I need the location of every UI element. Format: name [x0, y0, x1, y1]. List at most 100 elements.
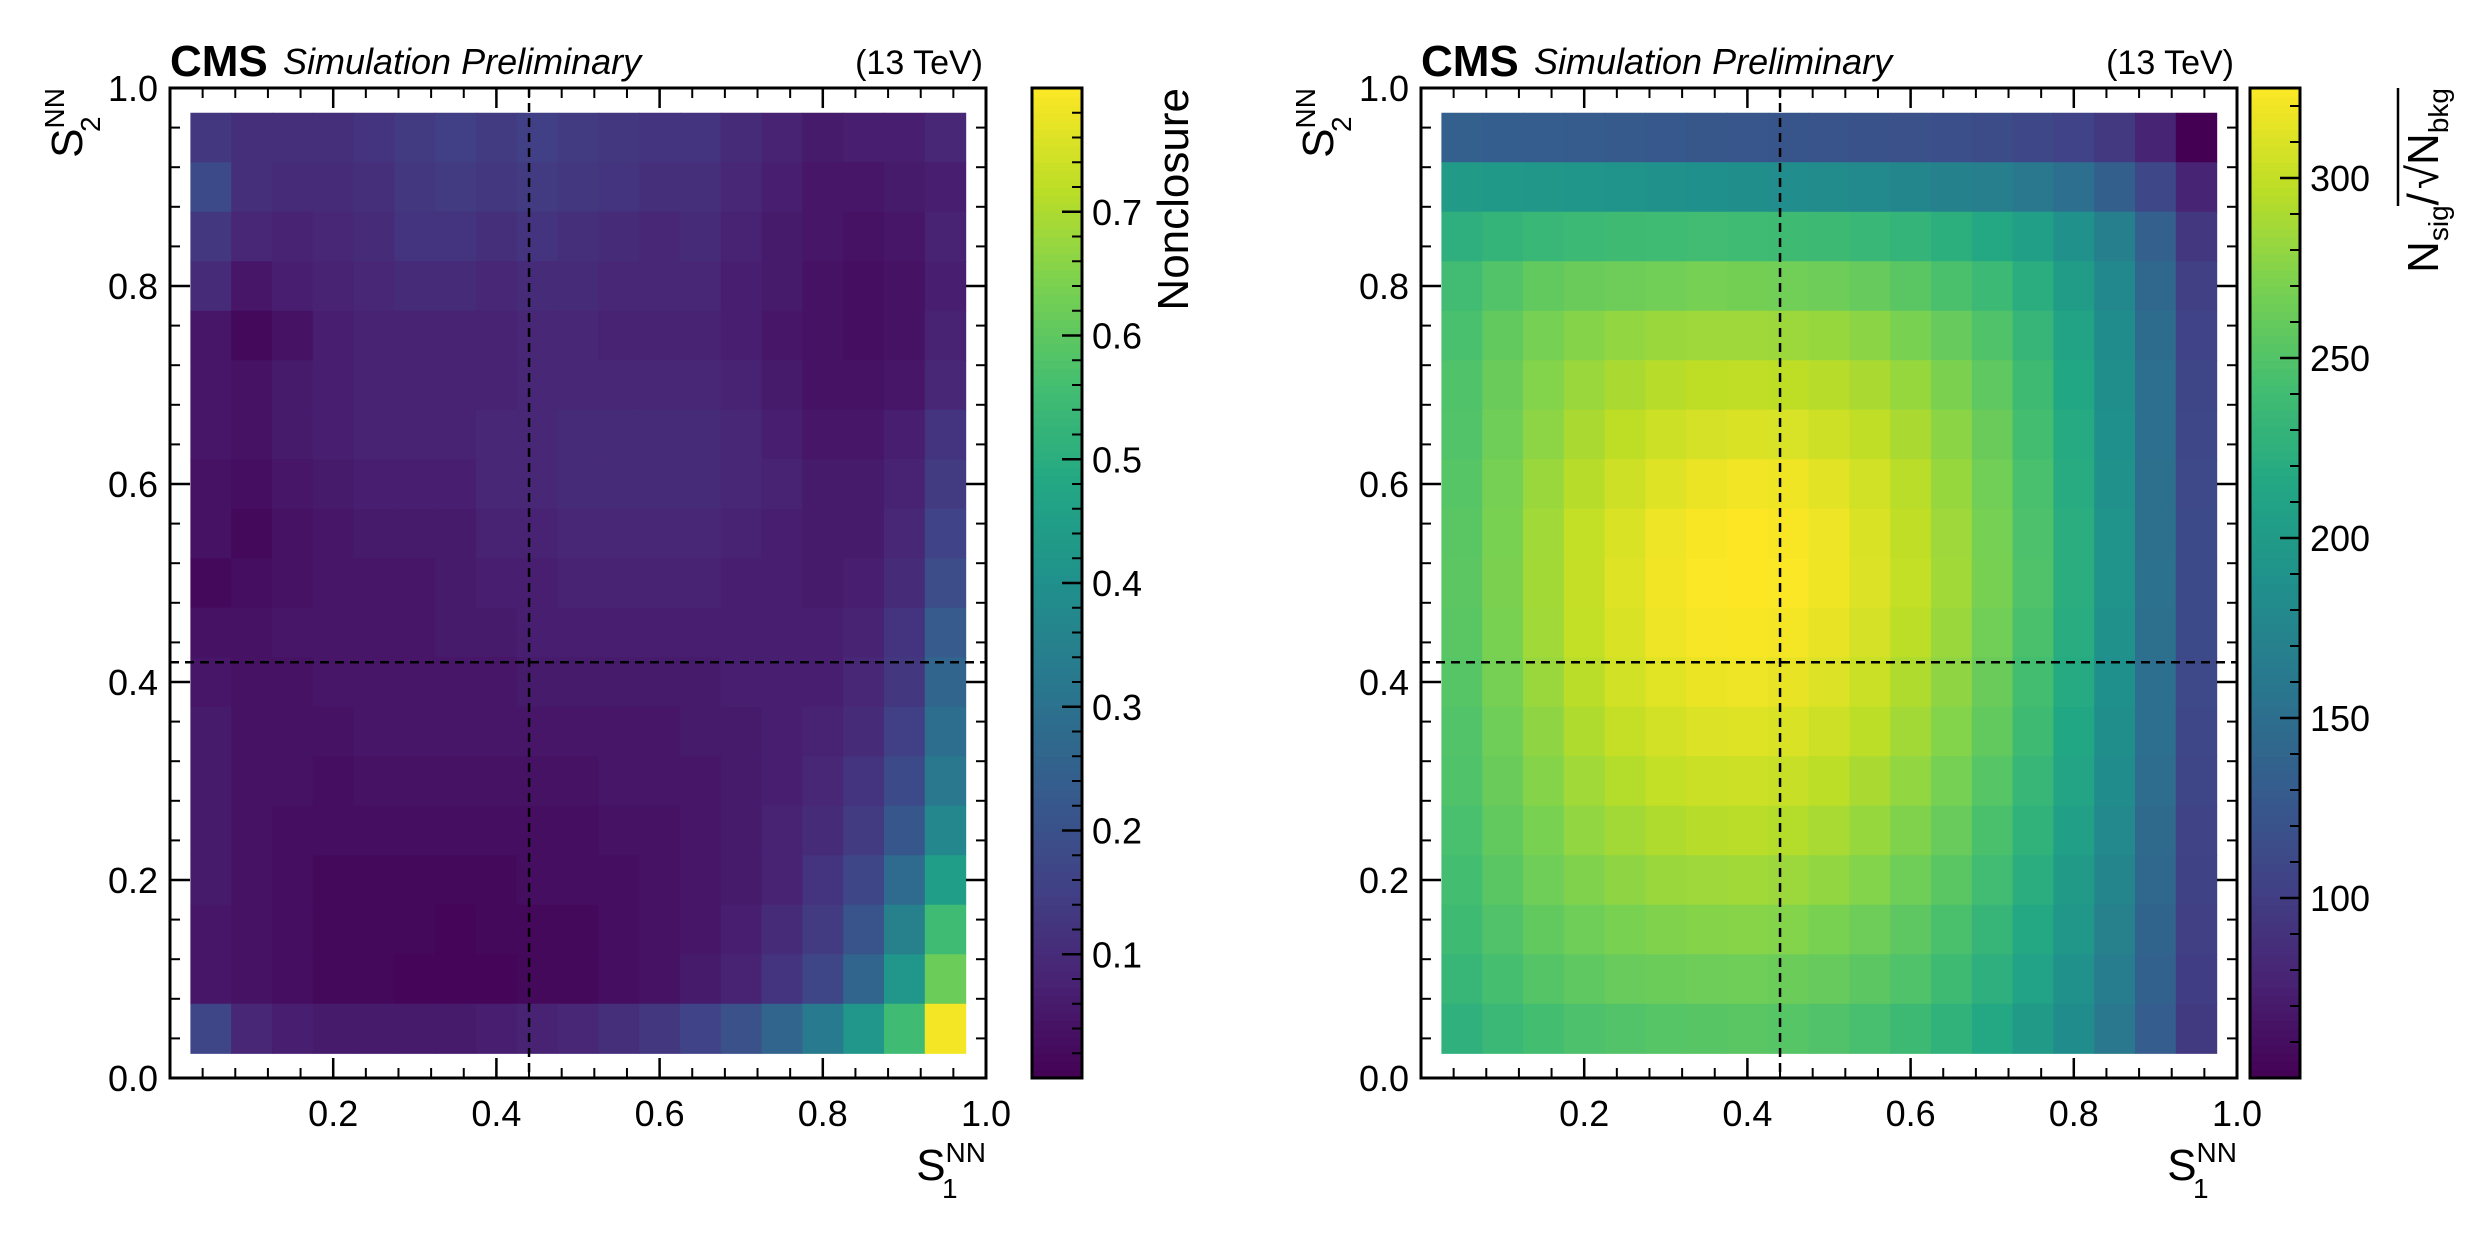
colorbar-segment: [2250, 896, 2300, 906]
heatmap-cell: [312, 855, 355, 906]
heatmap-cell: [639, 360, 681, 411]
colorbar-segment: [2250, 855, 2300, 865]
heatmap-cell: [720, 459, 763, 510]
heatmap-cell: [680, 211, 722, 262]
heatmap-cell: [272, 508, 314, 559]
heatmap-cell: [2094, 459, 2136, 510]
heatmap-cell: [598, 756, 640, 807]
heatmap-cell: [1604, 657, 1646, 708]
colorbar-segment: [2250, 781, 2300, 791]
heatmap-cell: [476, 459, 518, 510]
heatmap-cell: [516, 706, 559, 757]
heatmap-cell: [2012, 558, 2054, 609]
heatmap-cell: [231, 657, 273, 708]
heatmap-cell: [924, 508, 967, 559]
heatmap-cell: [1604, 805, 1646, 856]
heatmap-cell: [272, 409, 314, 460]
heatmap-cell: [1890, 904, 1932, 955]
heatmap-cell: [2094, 657, 2136, 708]
heatmap-cell: [1482, 607, 1524, 658]
colorbar-segment: [2250, 426, 2300, 436]
heatmap-cell: [1931, 558, 1973, 609]
heatmap-cell: [2175, 756, 2218, 807]
heatmap-cell: [516, 558, 559, 609]
heatmap-cell: [680, 162, 722, 213]
colorbar-segment: [1032, 467, 1082, 477]
heatmap-cell: [802, 211, 844, 262]
heatmap-cell: [272, 706, 314, 757]
heatmap-cell: [557, 508, 599, 559]
colorbar-segment: [1032, 756, 1082, 766]
heatmap-cell: [2094, 162, 2136, 213]
heatmap-cell: [1482, 855, 1524, 906]
colorbar-segment: [2250, 904, 2300, 914]
heatmap-cell: [312, 112, 355, 163]
heatmap-cell: [312, 954, 355, 1005]
heatmap-cell: [802, 1003, 844, 1054]
heatmap-cell: [2053, 409, 2095, 460]
simulation-preliminary-label: Simulation Preliminary: [283, 41, 643, 82]
colorbar-segment: [2250, 888, 2300, 898]
heatmap-cell: [1890, 805, 1932, 856]
heatmap-cell: [1808, 855, 1850, 906]
heatmap-cell: [231, 112, 273, 163]
heatmap-cell: [1808, 162, 1850, 213]
heatmap-cell: [2053, 459, 2095, 510]
colorbar-tick-label: 100: [2310, 878, 2370, 919]
colorbar-segment: [1032, 830, 1082, 840]
heatmap-cell: [2175, 954, 2218, 1005]
heatmap-cell: [1645, 211, 1687, 262]
heatmap-cell: [1971, 558, 2014, 609]
colorbar-segment: [2250, 310, 2300, 320]
heatmap-cell: [557, 706, 599, 757]
colorbar-segment: [2250, 286, 2300, 296]
heatmap-cell: [1971, 459, 2014, 510]
heatmap-cell: [1767, 162, 1810, 213]
heatmap-cell: [924, 459, 967, 510]
y-tick-label: 1.0: [108, 68, 158, 109]
heatmap-cell: [2094, 706, 2136, 757]
colorbar-segment: [1032, 665, 1082, 675]
heatmap-cell: [1686, 607, 1728, 658]
y-tick-label: 0.0: [108, 1058, 158, 1099]
heatmap-cell: [312, 211, 355, 262]
heatmap-cell: [516, 1003, 559, 1054]
heatmap-cell: [639, 261, 681, 312]
heatmap-cell: [1523, 508, 1565, 559]
heatmap-cell: [2135, 954, 2177, 1005]
heatmap-cell: [1523, 558, 1565, 609]
colorbar-segment: [2250, 442, 2300, 452]
colorbar-segment: [1032, 401, 1082, 411]
heatmap-cell: [1727, 162, 1769, 213]
colorbar-segment: [2250, 492, 2300, 502]
heatmap-cell: [394, 706, 436, 757]
heatmap-cell: [1890, 112, 1932, 163]
heatmap-cell: [680, 261, 722, 312]
heatmap-cell: [1808, 409, 1850, 460]
colorbar-segment: [2250, 880, 2300, 890]
heatmap-cell: [1808, 310, 1850, 361]
colorbar-segment: [2250, 814, 2300, 824]
heatmap-cell: [2175, 459, 2218, 510]
heatmap-cell: [1971, 409, 2014, 460]
heatmap-cell: [516, 805, 559, 856]
colorbar-segment: [2250, 789, 2300, 799]
heatmap-cell: [639, 1003, 681, 1054]
nonclosure-axis-ticks: 0.2 0.4 0.6 0.8 1.0 0.0 0.2 0.4 0.6 0.8 1.0: [108, 68, 1011, 1134]
heatmap-cell: [1441, 607, 1483, 658]
heatmap-cell: [435, 409, 477, 460]
colorbar-tick-label: 300: [2310, 158, 2370, 199]
heatmap-cell: [1604, 112, 1646, 163]
heatmap-cell: [353, 112, 395, 163]
heatmap-cell: [761, 904, 803, 955]
colorbar-tick-label: 0.5: [1092, 439, 1142, 480]
heatmap-cell: [1645, 112, 1687, 163]
heatmap-cell: [1523, 360, 1565, 411]
heatmap-cell: [1849, 360, 1891, 411]
colorbar-segment: [2250, 269, 2300, 279]
colorbar-segment: [1032, 484, 1082, 494]
colorbar-tick-label: 0.7: [1092, 192, 1142, 233]
heatmap-cell: [924, 112, 967, 163]
heatmap-cell: [680, 459, 722, 510]
heatmap-cell: [353, 558, 395, 609]
